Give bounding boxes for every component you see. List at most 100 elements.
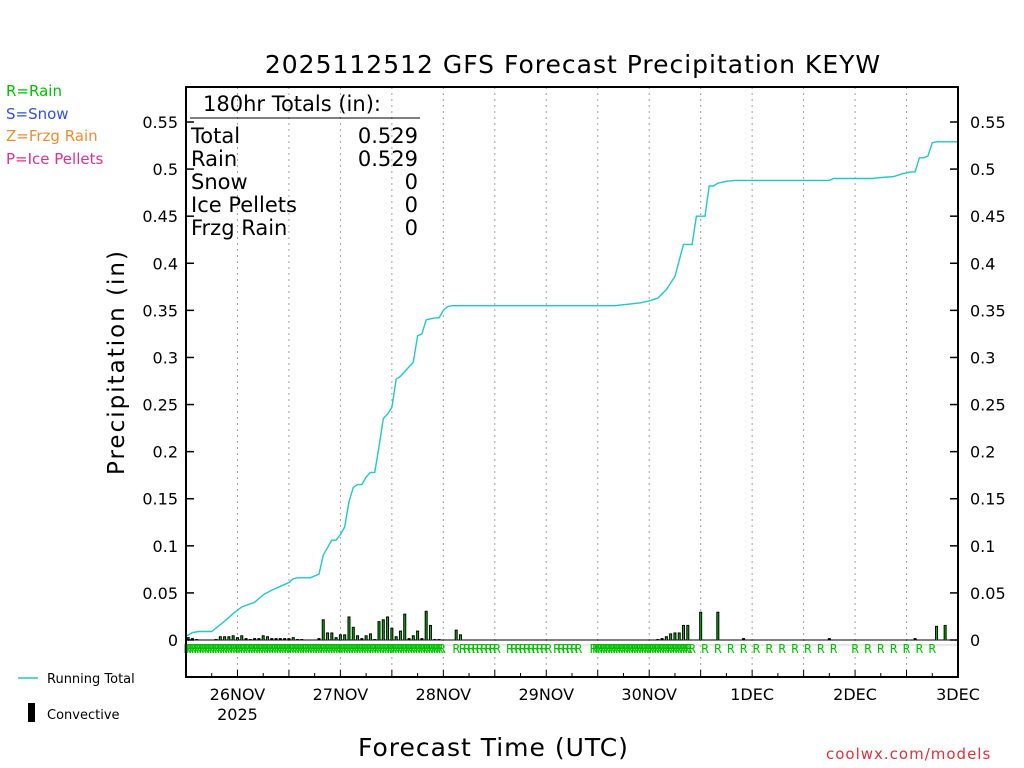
x-tick-label: 26NOV bbox=[210, 685, 266, 704]
rain-marker: R bbox=[248, 642, 256, 656]
rain-marker: R bbox=[664, 642, 672, 656]
rain-marker: R bbox=[215, 642, 223, 656]
credit-text: coolwx.com/models bbox=[826, 745, 992, 763]
rain-marker: R bbox=[646, 642, 654, 656]
rain-marker: R bbox=[284, 642, 292, 656]
rain-marker: R bbox=[281, 642, 289, 656]
convective-fill bbox=[236, 638, 238, 640]
precip-bar bbox=[195, 639, 199, 640]
rain-marker: R bbox=[428, 642, 436, 656]
rain-marker: R bbox=[233, 642, 241, 656]
convective-fill bbox=[331, 633, 333, 640]
rain-marker: R bbox=[476, 642, 484, 656]
totals-heading: 180hr Totals (in): bbox=[203, 92, 381, 116]
rain-marker: R bbox=[323, 642, 331, 656]
rain-marker: R bbox=[675, 642, 683, 656]
totals-label: Ice Pellets bbox=[191, 193, 297, 217]
rain-marker: R bbox=[245, 642, 253, 656]
rain-marker: R bbox=[402, 642, 410, 656]
rain-marker: R bbox=[453, 642, 461, 656]
convective-fill bbox=[266, 637, 268, 640]
y-axis-right: 0 0.05 0.1 0.15 0.2 0.25 0.3 0.35 0.4 0.45 0.5 0.55 bbox=[950, 113, 1006, 650]
rain-marker: R bbox=[929, 642, 937, 656]
rain-marker: R bbox=[317, 642, 325, 656]
rain-marker: R bbox=[333, 642, 341, 656]
rain-marker: R bbox=[682, 642, 690, 656]
convective-fill bbox=[348, 617, 350, 640]
x-tick-label: 2DEC bbox=[833, 685, 877, 704]
precip-bar bbox=[300, 639, 304, 640]
rain-marker: R bbox=[271, 642, 279, 656]
rain-marker: R bbox=[199, 642, 207, 656]
convective-fill bbox=[674, 633, 676, 640]
y-tick-label: 0 bbox=[970, 631, 980, 650]
rain-marker: R bbox=[209, 642, 217, 656]
convective-fill bbox=[241, 636, 243, 640]
rain-marker: R bbox=[600, 642, 608, 656]
rain-marker: R bbox=[523, 642, 531, 656]
y-tick-label: 0.45 bbox=[142, 207, 178, 226]
y-tick-label: 0.4 bbox=[153, 254, 178, 273]
rain-marker: R bbox=[418, 642, 426, 656]
rain-marker: R bbox=[652, 642, 660, 656]
y-axis-left: 0 0.05 0.1 0.15 0.2 0.25 0.3 0.35 0.4 0.45 0.5 0.55 bbox=[142, 113, 194, 650]
rain-marker: R bbox=[641, 642, 649, 656]
rain-marker: R bbox=[343, 642, 351, 656]
rain-marker: R bbox=[468, 642, 476, 656]
y-tick-label: 0.05 bbox=[142, 584, 178, 603]
x-axis-label: Forecast Time (UTC) bbox=[358, 733, 629, 762]
precip-bar bbox=[244, 638, 248, 640]
rain-marker: R bbox=[266, 642, 274, 656]
convective-fill bbox=[232, 636, 234, 640]
rain-marker: R bbox=[626, 642, 634, 656]
rain-marker: R bbox=[194, 642, 202, 656]
rain-marker: R bbox=[571, 642, 579, 656]
rain-marker: R bbox=[727, 642, 735, 656]
rain-marker: R bbox=[310, 642, 318, 656]
rain-marker: R bbox=[369, 642, 377, 656]
y-tick-label: 0.3 bbox=[970, 348, 995, 367]
precip-bar bbox=[827, 638, 831, 640]
rain-marker: R bbox=[217, 642, 225, 656]
convective-fill bbox=[678, 633, 680, 640]
rain-marker: R bbox=[328, 642, 336, 656]
rain-marker: R bbox=[289, 642, 297, 656]
rain-marker: R bbox=[384, 642, 392, 656]
y-tick-label: 0.35 bbox=[142, 301, 178, 320]
rain-marker: R bbox=[415, 642, 423, 656]
y-tick-label: 0.55 bbox=[142, 113, 178, 132]
rain-marker: R bbox=[261, 642, 269, 656]
precip-bar bbox=[656, 639, 660, 640]
rain-marker: R bbox=[263, 642, 271, 656]
rain-marker: R bbox=[297, 642, 305, 656]
rain-marker: R bbox=[623, 642, 631, 656]
rain-marker: R bbox=[541, 642, 549, 656]
rain-marker: R bbox=[202, 642, 210, 656]
rain-marker: R bbox=[426, 642, 434, 656]
precip-bar bbox=[283, 638, 287, 640]
rain-marker: R bbox=[714, 642, 722, 656]
rain-marker: R bbox=[420, 642, 428, 656]
rain-marker: R bbox=[251, 642, 259, 656]
legend: Running Total Convective bbox=[18, 672, 135, 723]
precip-bar bbox=[433, 639, 437, 640]
convective-fill bbox=[404, 614, 406, 640]
convective-fill bbox=[382, 620, 384, 640]
rain-marker: R bbox=[433, 642, 441, 656]
convective-fill bbox=[944, 625, 946, 640]
rain-marker: R bbox=[197, 642, 205, 656]
precip-bar bbox=[214, 639, 218, 640]
totals-label: Snow bbox=[191, 170, 248, 194]
y-tick-label: 0.45 bbox=[970, 207, 1006, 226]
rain-marker: R bbox=[382, 642, 390, 656]
rain-marker: R bbox=[657, 642, 665, 656]
rain-marker: R bbox=[603, 642, 611, 656]
convective-fill bbox=[378, 622, 380, 640]
rain-marker: R bbox=[220, 642, 228, 656]
rain-marker: R bbox=[480, 642, 488, 656]
rain-marker: R bbox=[238, 642, 246, 656]
totals-value: 0.529 bbox=[358, 124, 418, 148]
rain-marker: R bbox=[553, 642, 561, 656]
rain-marker: R bbox=[830, 642, 838, 656]
